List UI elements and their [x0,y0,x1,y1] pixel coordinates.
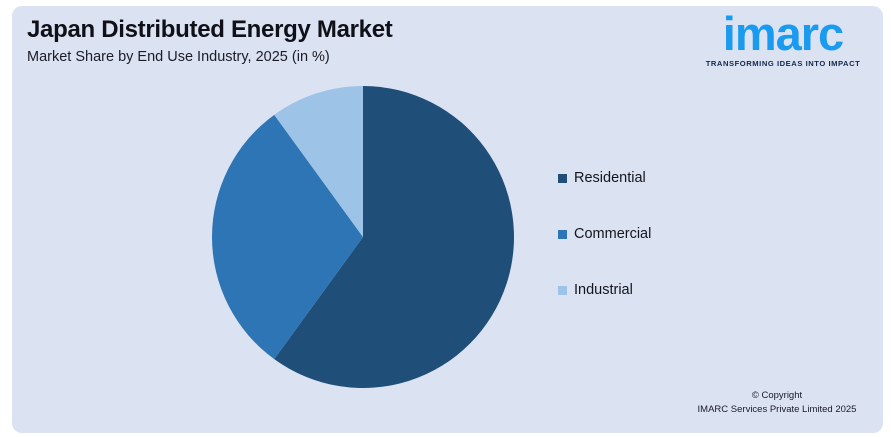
legend-label-residential: Residential [574,170,646,186]
copyright-line1: © Copyright [751,390,803,402]
chart-subtitle: Market Share by End Use Industry, 2025 (… [27,49,330,65]
pie-chart [211,86,514,389]
chart-card: Japan Distributed Energy Market Market S… [12,6,883,433]
chart-legend: Residential Commercial Industrial [558,170,651,298]
legend-label-industrial: Industrial [574,282,633,298]
legend-swatch-residential [558,173,567,183]
pie-slice-industrial [274,86,363,237]
page-title: Japan Distributed Energy Market [27,16,393,43]
legend-item-industrial: Industrial [558,282,651,298]
legend-item-residential: Residential [558,170,651,186]
pie-slice-commercial [211,114,363,360]
copyright-line2: IMARC Services Private Limited 2025 [697,404,857,416]
imarc-wordmark-text: imarc [722,7,844,60]
imarc-logo: imarc TRANSFORMING IDEAS INTO IMPACT [689,10,877,68]
legend-swatch-industrial [558,285,567,295]
legend-swatch-commercial [558,229,567,239]
imarc-tagline-text: TRANSFORMING IDEAS INTO IMPACT [705,59,861,68]
legend-label-commercial: Commercial [574,226,652,242]
legend-item-commercial: Commercial [558,226,651,242]
copyright-notice: © Copyright IMARC Services Private Limit… [679,389,875,417]
pie-slice-residential [274,86,514,389]
chart-header: Japan Distributed Energy Market Market S… [27,16,393,65]
